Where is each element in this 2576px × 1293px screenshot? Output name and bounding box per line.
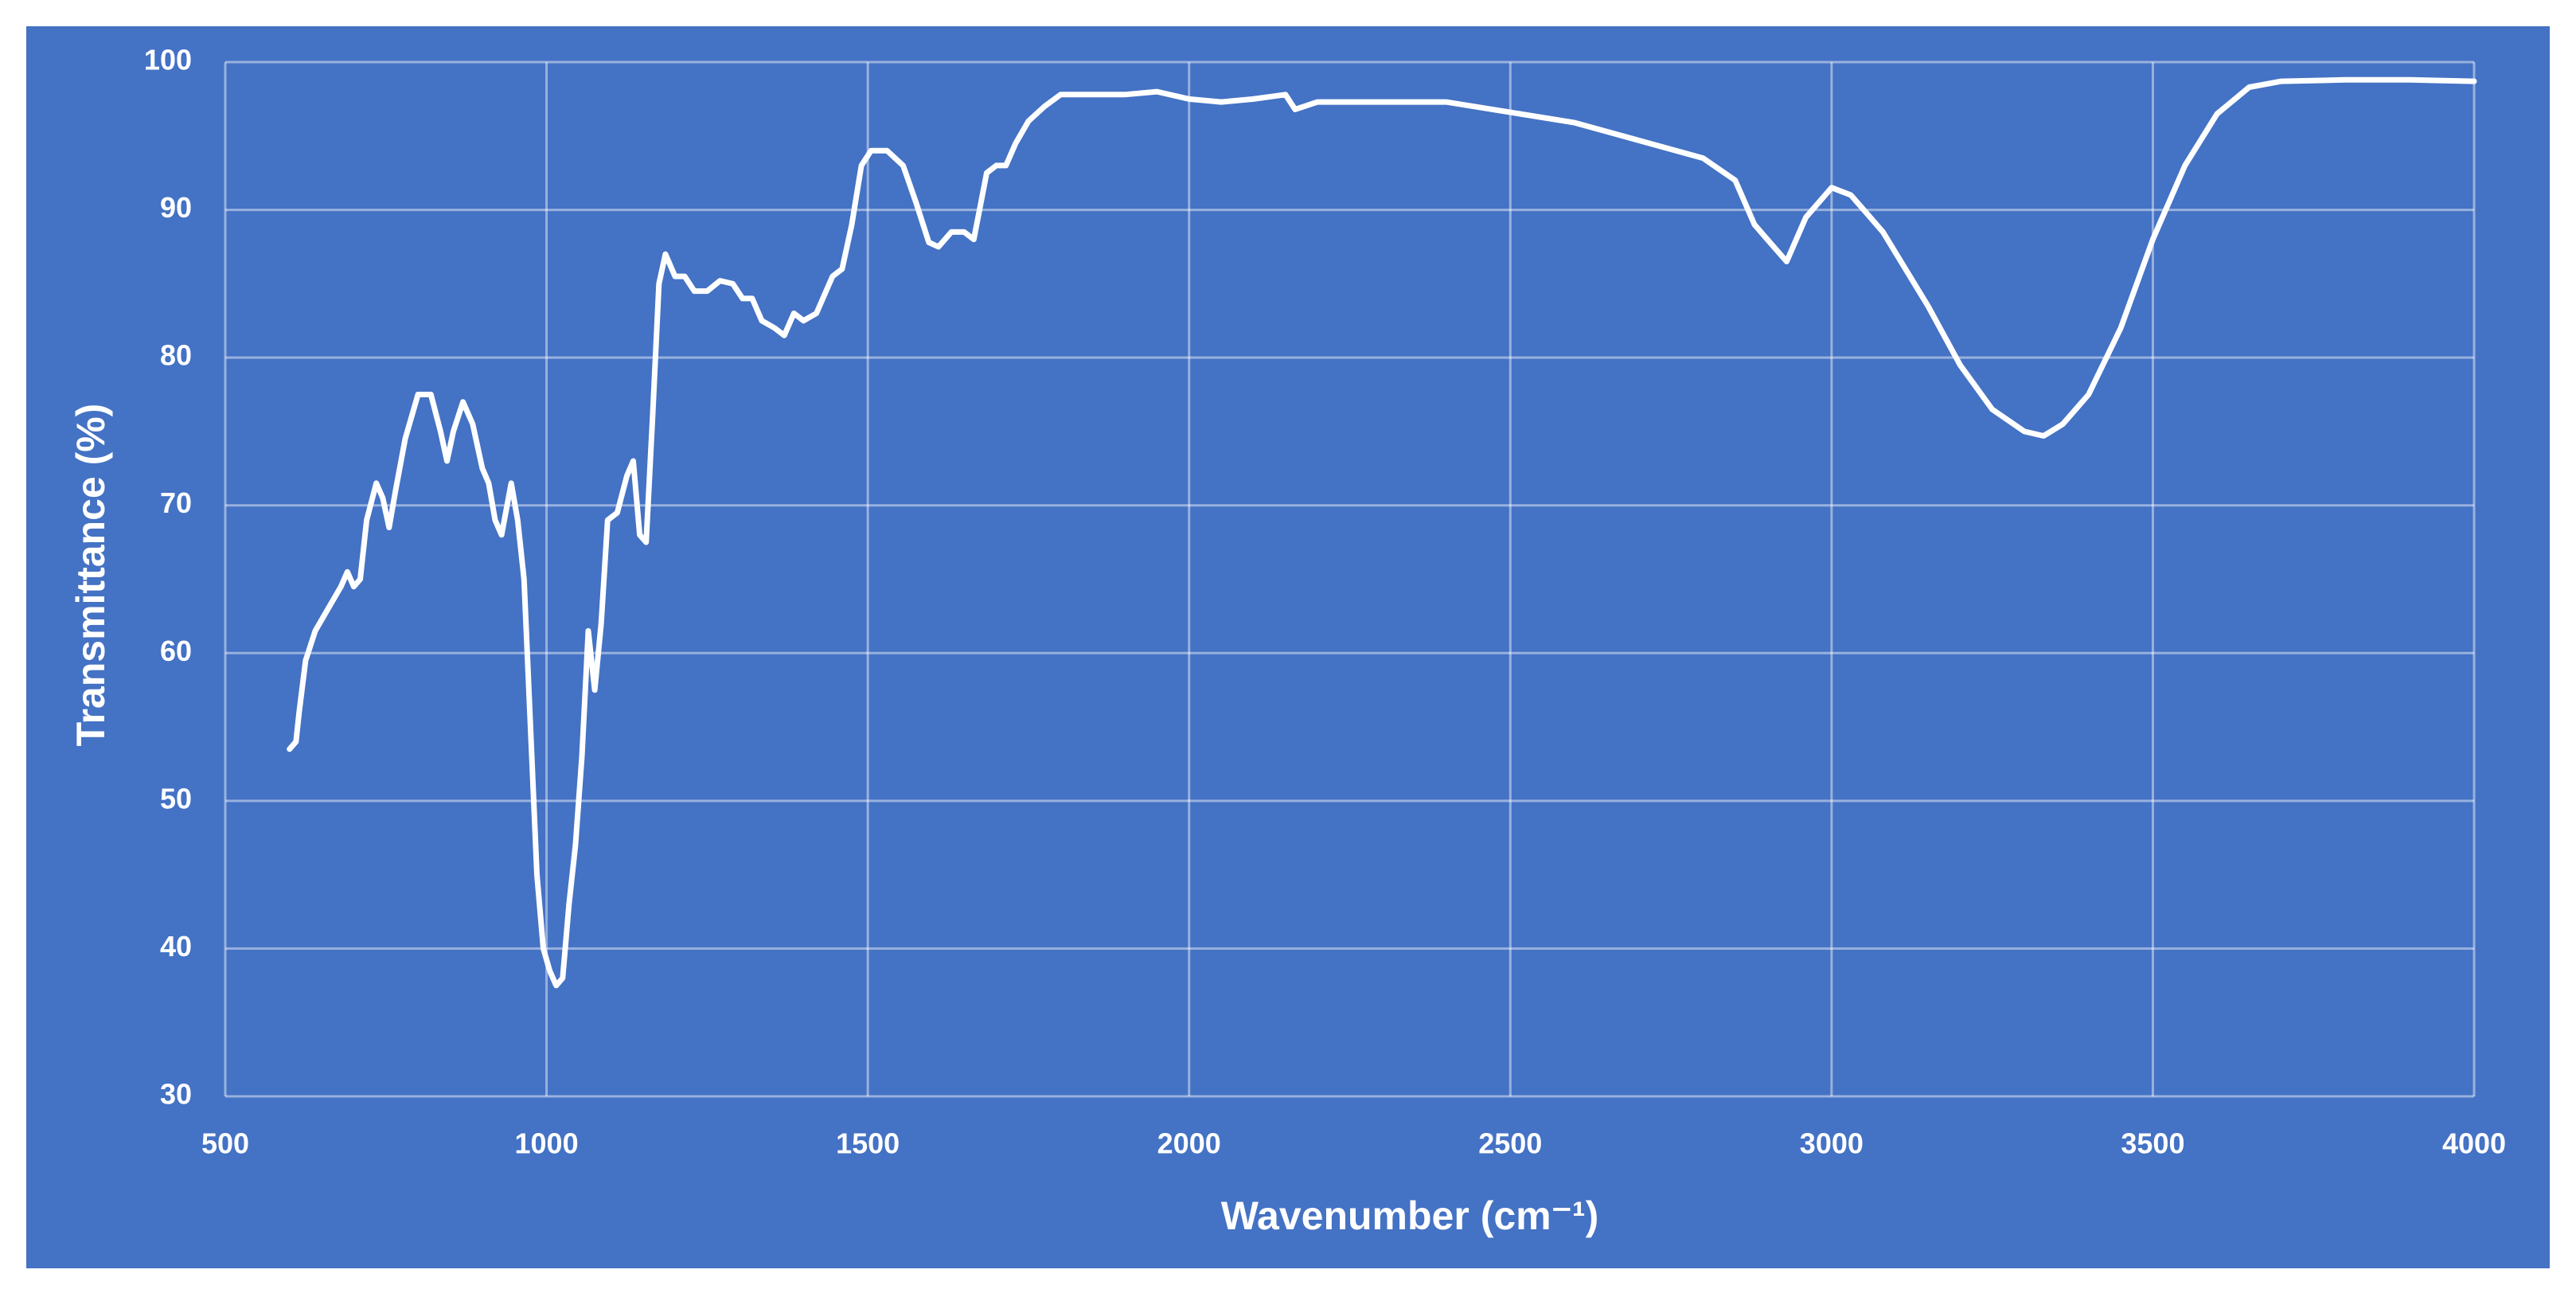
grid xyxy=(224,61,2476,1098)
y-tick-label: 60 xyxy=(160,635,192,667)
x-tick-label: 2000 xyxy=(1157,1127,1221,1160)
spectrum-line xyxy=(287,76,2477,989)
x-tick-label: 4000 xyxy=(2442,1127,2506,1160)
x-axis-title: Wavenumber (cm⁻¹) xyxy=(1221,1193,1599,1238)
y-tick-label: 100 xyxy=(144,44,192,76)
y-tick-label: 80 xyxy=(160,339,192,372)
y-tick-label: 90 xyxy=(160,191,192,224)
y-tick-label: 50 xyxy=(160,782,192,814)
y-tick-label: 30 xyxy=(160,1078,192,1111)
y-tick-label: 70 xyxy=(160,486,192,519)
x-tick-label: 3500 xyxy=(2121,1127,2184,1160)
y-tick-label: 40 xyxy=(160,930,192,963)
x-tick-label: 3000 xyxy=(1800,1127,1864,1160)
y-axis-title: Transmittance (%) xyxy=(68,404,113,747)
x-tick-label: 500 xyxy=(201,1127,249,1160)
x-tick-label: 1000 xyxy=(515,1127,579,1160)
chart-background xyxy=(26,26,2550,1268)
x-tick-label: 1500 xyxy=(836,1127,900,1160)
x-tick-label: 2500 xyxy=(1478,1127,1542,1160)
